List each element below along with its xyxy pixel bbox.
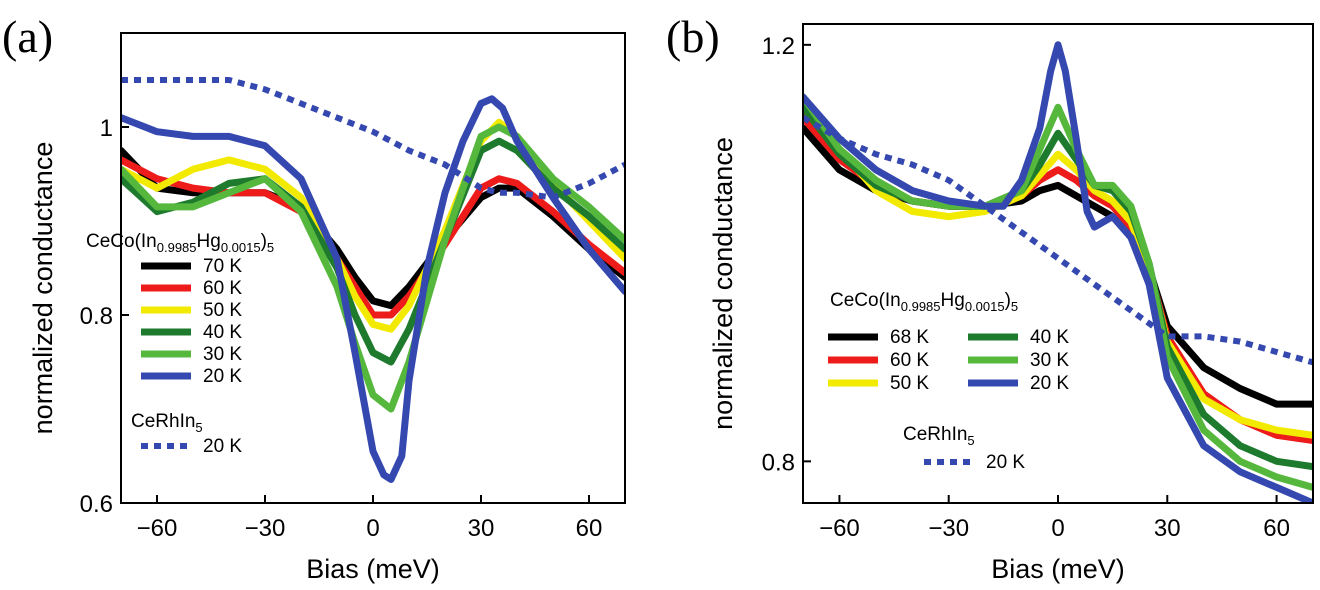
series-line-30k xyxy=(121,123,625,413)
x-tick-label: −30 xyxy=(928,515,969,542)
series-line-20k xyxy=(121,95,625,483)
legend-entry-label: 70 K xyxy=(203,256,242,277)
legend-entry-label: 50 K xyxy=(203,300,242,321)
legend-entry-label: 50 K xyxy=(890,373,929,394)
legend-title-cerhin5: CeRhIn5 xyxy=(903,424,975,448)
series-line-20k xyxy=(803,41,1313,503)
chart-panel-a: (a) −60 −30 0 30 60 0.6 0.8 1 Bias (meV) normalize… xyxy=(2,11,626,584)
legend-title-cerhin5: CeRhIn5 xyxy=(131,411,203,435)
panel-label: (a) xyxy=(2,11,53,62)
series-line-cerhin5-20k xyxy=(803,115,1313,366)
y-tick-label: 0.8 xyxy=(80,303,113,330)
x-tick-label: 60 xyxy=(1263,515,1290,542)
x-tick-label: 60 xyxy=(576,515,603,542)
legend-entry-label: 20 K xyxy=(203,366,242,387)
panel-label: (b) xyxy=(666,11,720,62)
y-axis-label: normalized conductance xyxy=(28,142,58,435)
legend-entry-label: 30 K xyxy=(203,344,242,365)
plot-area xyxy=(121,77,625,483)
x-tick-label: 30 xyxy=(1154,515,1181,542)
legend-entry-label: 60 K xyxy=(890,350,929,371)
x-tick-label: 30 xyxy=(468,515,495,542)
y-tick-label: 0.8 xyxy=(762,449,795,476)
y-axis-label: normalized conductance xyxy=(708,137,738,430)
legend: CeCo(In0.9985Hg0.0015)5 68 K60 K50 K 40 K3… xyxy=(828,290,1069,473)
y-tick-label: 0.6 xyxy=(80,491,113,518)
legend-entry-label: 60 K xyxy=(203,278,242,299)
x-tick-label: 0 xyxy=(1051,515,1064,542)
series-line-40k xyxy=(803,103,1313,471)
x-axis-label: Bias (meV) xyxy=(306,554,440,584)
x-axis-label: Bias (meV) xyxy=(991,554,1125,584)
x-tick-label: −60 xyxy=(819,515,860,542)
plot-area xyxy=(803,41,1313,503)
x-tick-label: 0 xyxy=(366,515,379,542)
legend-entry-label: 20 K xyxy=(1030,373,1069,394)
plot-frame xyxy=(802,23,1314,504)
chart-panel-b: (b) −60 −30 0 30 60 0.8 1.2 Bias (meV) normalized… xyxy=(666,11,1314,584)
y-tick-label: 1.2 xyxy=(762,33,795,60)
series-line-50k xyxy=(803,103,1313,439)
legend-entry-label: 40 K xyxy=(203,322,242,343)
legend-entry-label: 20 K xyxy=(986,452,1025,473)
legend-entry-label: 68 K xyxy=(890,327,929,348)
legend-title-ceco: CeCo(In0.9985Hg0.0015)5 xyxy=(830,290,1018,314)
x-tick-label: −30 xyxy=(245,515,286,542)
legend-title-ceco: CeCo(In0.9985Hg0.0015)5 xyxy=(86,231,274,255)
x-tick-label: −60 xyxy=(137,515,178,542)
legend-entry-label: 30 K xyxy=(1030,350,1069,371)
legend: CeCo(In0.9985Hg0.0015)570 K60 K50 K40 K3… xyxy=(86,231,274,457)
legend-entry-label: 40 K xyxy=(1030,327,1069,348)
legend-entry-label: 20 K xyxy=(203,436,242,457)
y-tick-label: 1 xyxy=(100,115,113,142)
